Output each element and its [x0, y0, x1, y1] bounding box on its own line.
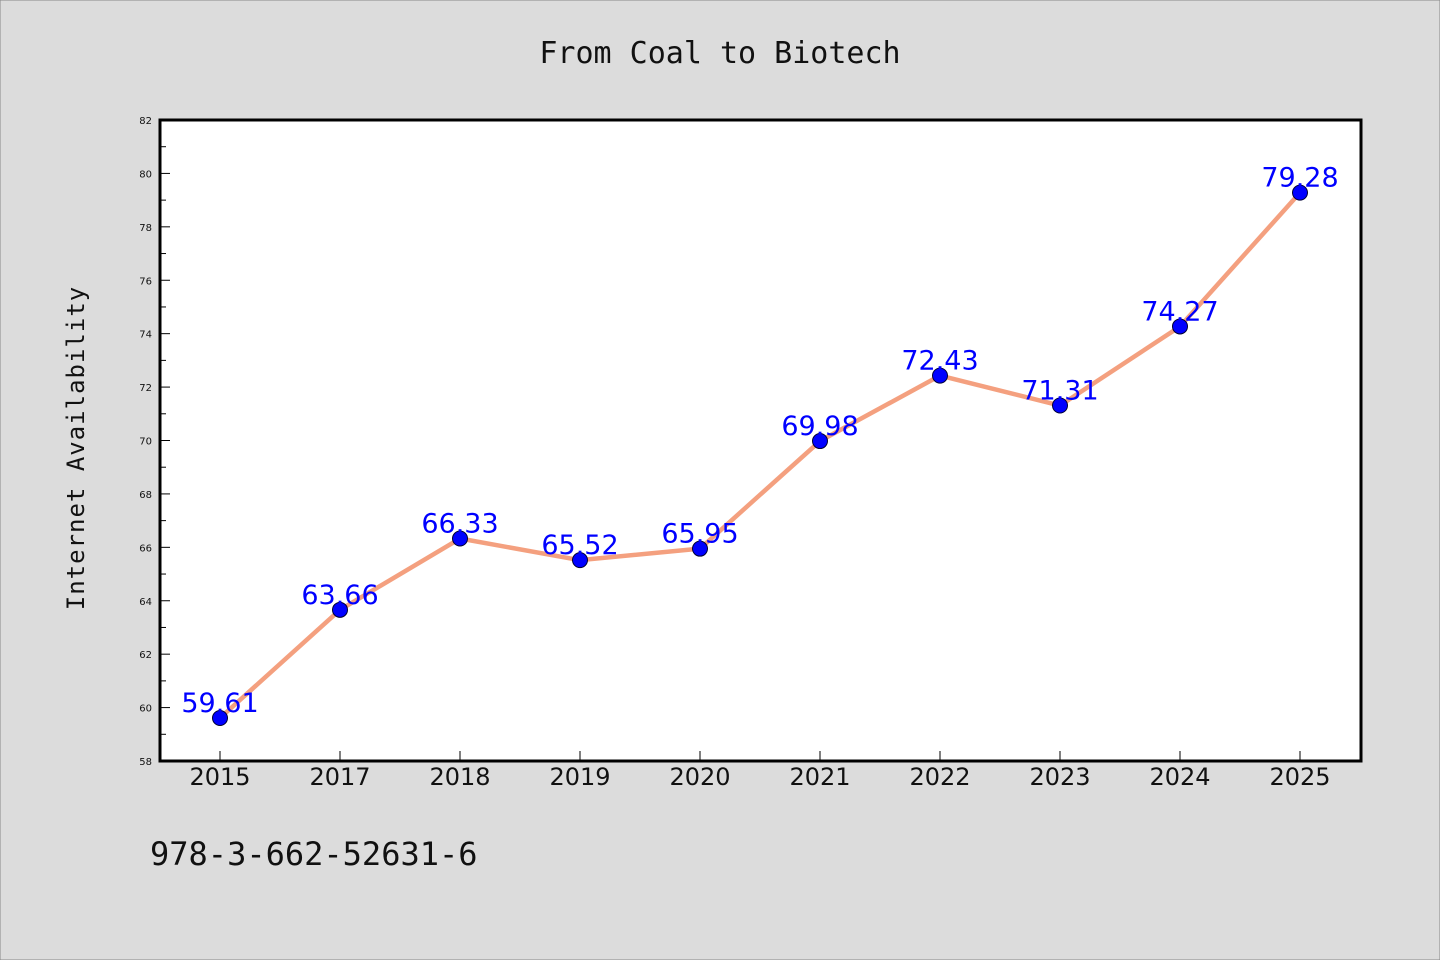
data-point-label: 72.43	[901, 346, 978, 377]
data-labels: 59.61 63.66 66.33 65.52 65.95 69.98 72.43 71.31…	[181, 163, 1338, 719]
y-tick-label: 74	[139, 330, 152, 341]
series-layer	[212, 184, 1308, 726]
y-tick-label: 68	[139, 490, 152, 501]
data-point-marker	[1172, 318, 1188, 335]
y-tick-label: 60	[139, 704, 152, 715]
data-point-label: 71.31	[1021, 376, 1098, 407]
x-tick-label: 2015	[189, 763, 250, 791]
y-tick-label: 80	[139, 169, 152, 180]
data-point-marker	[932, 367, 948, 384]
y-tick-label: 62	[139, 650, 152, 661]
x-tick-label: 2024	[1149, 763, 1210, 791]
data-point-marker	[1052, 397, 1068, 414]
x-tick-label: 2018	[429, 763, 490, 791]
plot-frame	[158, 118, 1363, 763]
data-point-label: 79.28	[1261, 163, 1338, 194]
y-tick-label: 78	[139, 223, 152, 234]
y-axis-label: Internet Availability	[62, 286, 90, 610]
data-point-marker	[452, 530, 468, 547]
data-point-marker	[332, 601, 348, 618]
series-line	[217, 190, 1303, 721]
x-axis-ticks: 2015 2017 2018 2019 2020 2021 2022 2023 2024 2025	[189, 751, 1331, 791]
plot-area	[160, 120, 1361, 761]
y-tick-label: 64	[139, 597, 152, 608]
data-point-label: 63.66	[301, 580, 378, 611]
x-tick-label: 2025	[1269, 763, 1330, 791]
data-point-label: 66.33	[421, 509, 498, 540]
data-point-label: 69.98	[781, 411, 858, 442]
y-axis-ticks: 58 60 62 64 66 68 70 72 74 76 78 80 82	[139, 116, 170, 768]
data-point-label: 59.61	[181, 688, 258, 719]
x-tick-label: 2023	[1029, 763, 1090, 791]
data-point-label: 65.95	[661, 519, 738, 550]
data-point-label: 65.52	[541, 530, 618, 561]
x-tick-label: 2021	[789, 763, 850, 791]
chart-title: From Coal to Biotech	[539, 36, 900, 71]
x-tick-label: 2017	[309, 763, 370, 791]
footer-code: 978-3-662-52631-6	[150, 835, 478, 873]
data-point-label: 74.27	[1141, 296, 1218, 327]
y-tick-label: 70	[139, 437, 152, 448]
data-point-marker	[1292, 184, 1308, 201]
x-tick-label: 2022	[909, 763, 970, 791]
data-point-marker	[572, 552, 588, 569]
x-tick-label: 2020	[669, 763, 730, 791]
data-point-marker	[212, 709, 228, 726]
data-point-marker	[692, 540, 708, 557]
y-tick-label: 58	[139, 757, 152, 768]
y-tick-label: 72	[139, 383, 152, 394]
x-tick-label: 2019	[549, 763, 610, 791]
y-tick-label: 66	[139, 543, 152, 554]
y-tick-label: 82	[139, 116, 152, 127]
y-tick-label: 76	[139, 276, 152, 287]
data-point-marker	[812, 433, 828, 450]
